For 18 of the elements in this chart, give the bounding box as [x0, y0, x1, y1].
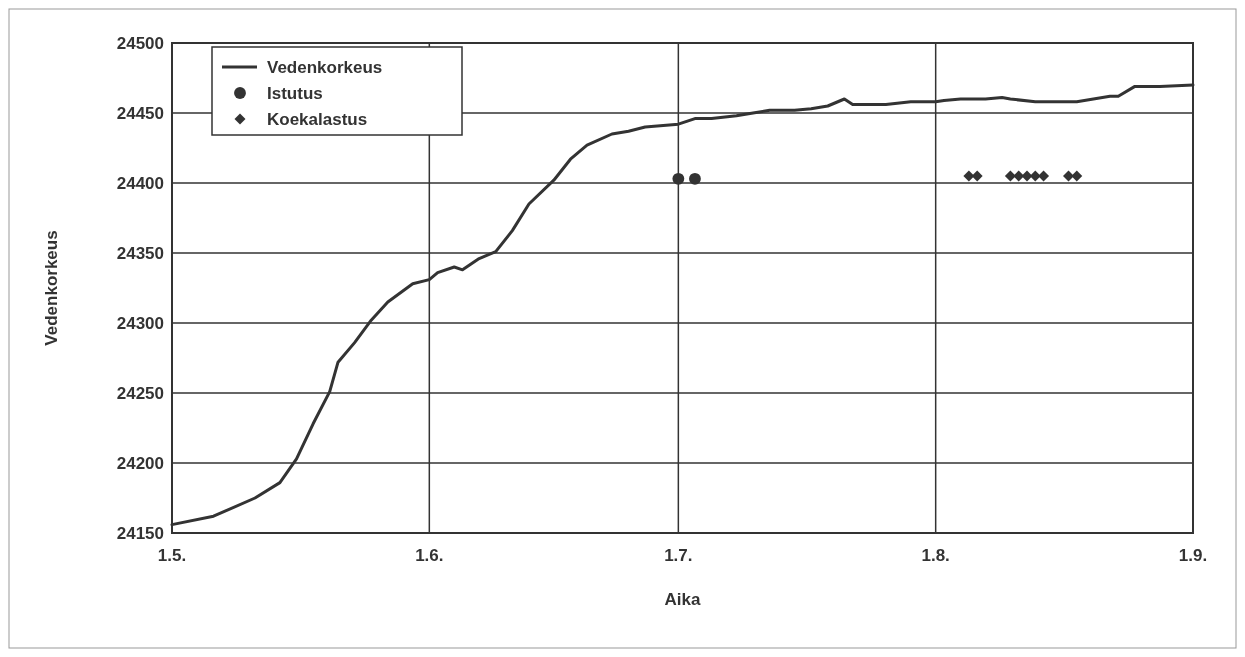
x-tick-label: 1.7. — [664, 546, 693, 565]
y-tick-label: 24450 — [116, 103, 164, 123]
x-axis-title: Aika — [664, 590, 701, 609]
y-tick-label: 24150 — [116, 523, 164, 543]
y-tick-label: 24350 — [116, 243, 164, 263]
x-tick-label: 1.8. — [921, 546, 950, 565]
y-tick-label: 24300 — [116, 313, 164, 333]
legend-label: Vedenkorkeus — [267, 57, 383, 77]
y-tick-label: 24250 — [116, 383, 164, 403]
x-tick-label: 1.6. — [415, 546, 444, 565]
y-tick-label: 24500 — [116, 33, 164, 53]
y-tick-label: 24400 — [116, 173, 164, 193]
legend-label: Istutus — [267, 83, 323, 103]
x-tick-label: 1.5. — [157, 546, 187, 565]
y-axis-title: Vedenkorkeus — [42, 230, 61, 346]
x-tick-label: 1.9. — [1178, 546, 1208, 565]
y-tick-label: 24200 — [116, 453, 164, 473]
legend-label: Koekalastus — [267, 109, 368, 129]
